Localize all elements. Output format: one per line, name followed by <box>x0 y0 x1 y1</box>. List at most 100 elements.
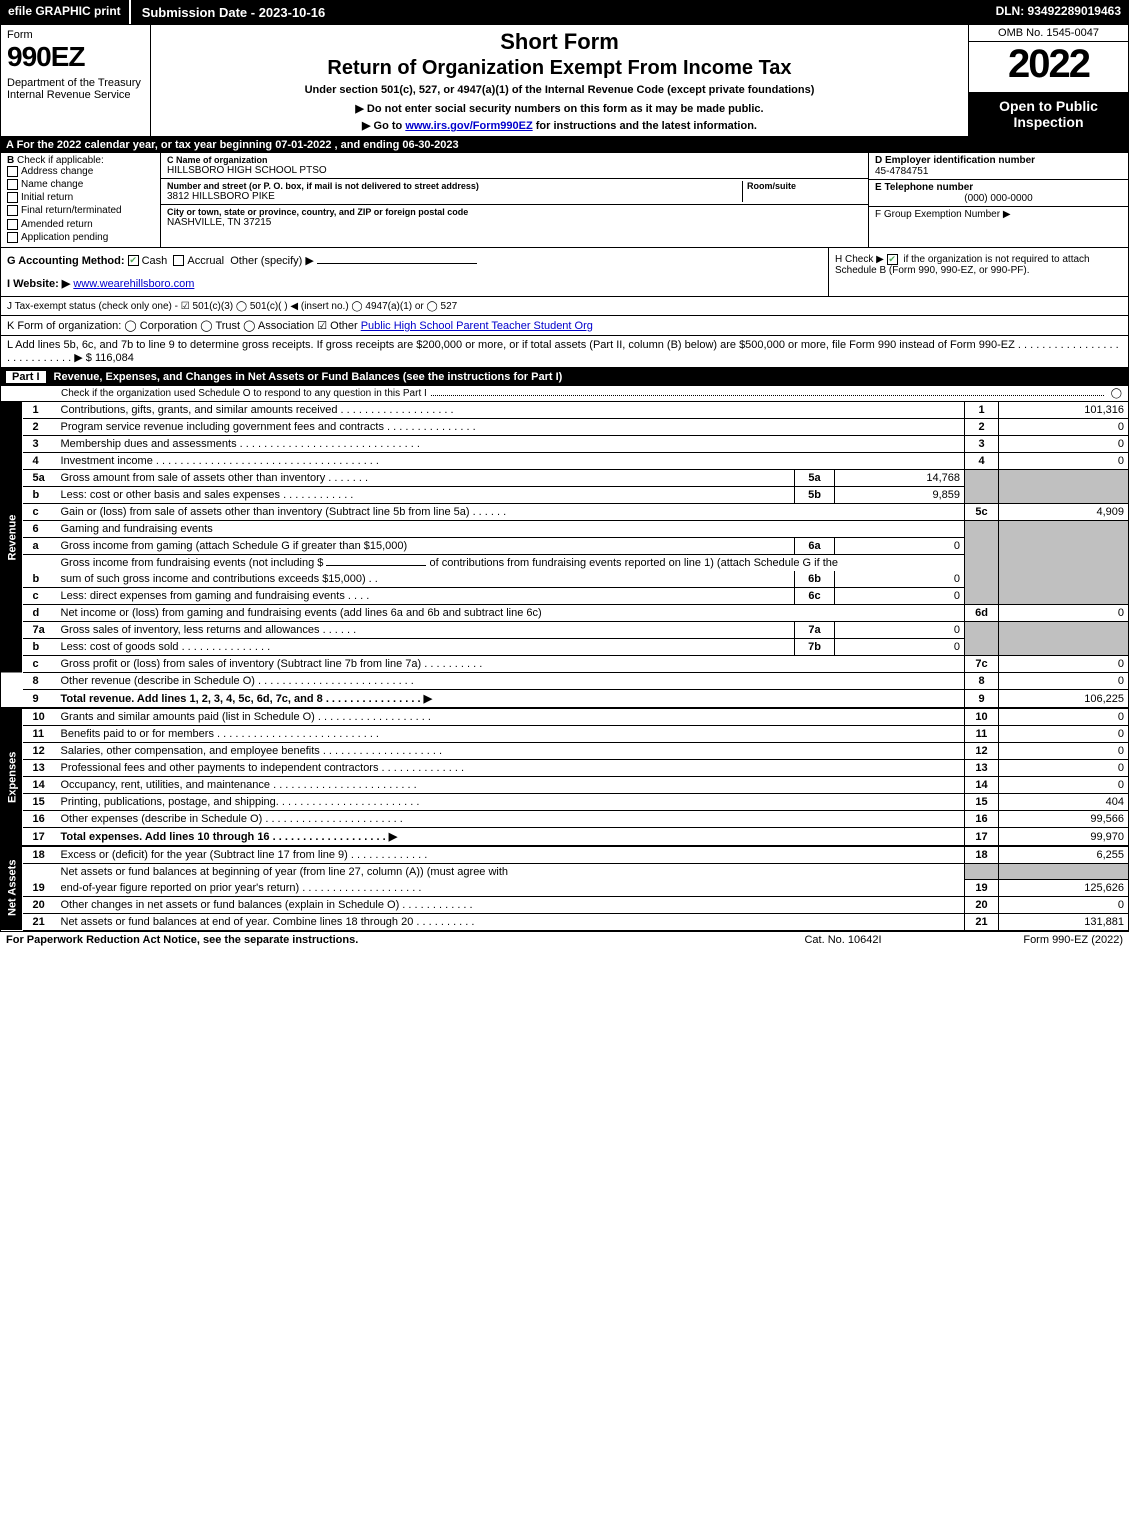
l6b-num: b <box>23 554 57 587</box>
opt-name-change: Name change <box>21 179 83 190</box>
dept-label: Department of the Treasury Internal Reve… <box>7 77 144 101</box>
other-specify-line <box>317 263 477 264</box>
header-right: OMB No. 1545-0047 2022 Open to Public In… <box>968 25 1128 136</box>
org-name: HILLSBORO HIGH SCHOOL PTSO <box>167 165 862 176</box>
l5b-num: b <box>23 486 57 503</box>
i-label: I Website: ▶ <box>7 278 70 290</box>
l15-num: 15 <box>23 793 57 810</box>
l7c-ln: 7c <box>965 655 999 672</box>
opt-final-return: Final return/terminated <box>21 206 122 217</box>
form-title: Return of Organization Exempt From Incom… <box>159 57 960 80</box>
l-text: L Add lines 5b, 6c, and 7b to line 9 to … <box>7 339 1119 364</box>
l6c-sn: 6c <box>795 587 835 604</box>
opt-cash: Cash <box>142 255 168 267</box>
chk-final-return[interactable] <box>7 205 18 216</box>
l10-num: 10 <box>23 708 57 726</box>
check-if-applicable: Check if applicable: <box>17 155 104 166</box>
l5a-desc: Gross amount from sale of assets other t… <box>57 469 795 486</box>
l7a-sv: 0 <box>835 621 965 638</box>
l12-desc: Salaries, other compensation, and employ… <box>57 742 965 759</box>
k-other-link[interactable]: Public High School Parent Teacher Studen… <box>361 320 593 332</box>
part1-header: Part I Revenue, Expenses, and Changes in… <box>0 368 1129 386</box>
l5-grey <box>965 469 999 503</box>
opt-initial-return: Initial return <box>21 192 73 203</box>
opt-application-pending: Application pending <box>21 232 108 243</box>
col-c: C Name of organization HILLSBORO HIGH SC… <box>161 153 868 247</box>
row-a-tax-year: A For the 2022 calendar year, or tax yea… <box>0 137 1129 153</box>
l16-ln: 16 <box>965 810 999 827</box>
l21-ln: 21 <box>965 914 999 931</box>
chk-accrual[interactable] <box>173 255 184 266</box>
l7b-sv: 0 <box>835 638 965 655</box>
efile-print-button[interactable]: efile GRAPHIC print <box>0 0 131 24</box>
l17-val: 99,970 <box>999 827 1129 846</box>
header-left: Form 990EZ Department of the Treasury In… <box>1 25 151 136</box>
l6-grey-amt <box>999 520 1129 604</box>
chk-schedule-b-not-required[interactable] <box>887 254 898 265</box>
l18-val: 6,255 <box>999 846 1129 864</box>
l11-ln: 11 <box>965 725 999 742</box>
irs-link[interactable]: www.irs.gov/Form990EZ <box>405 120 532 132</box>
form-number: 990EZ <box>7 41 144 73</box>
row-gh: G Accounting Method: Cash Accrual Other … <box>0 248 1129 297</box>
l7a-sn: 7a <box>795 621 835 638</box>
l6-desc: Gaming and fundraising events <box>57 520 965 537</box>
phone-value: (000) 000-0000 <box>875 193 1122 204</box>
l1-num: 1 <box>23 402 57 419</box>
netassets-vlabel: Net Assets <box>1 846 23 931</box>
ein-value: 45-4784751 <box>875 166 1122 177</box>
l15-desc: Printing, publications, postage, and shi… <box>57 793 965 810</box>
part1-check-box[interactable]: ◯ <box>1108 388 1122 399</box>
l5a-num: 5a <box>23 469 57 486</box>
l1-desc: Contributions, gifts, grants, and simila… <box>57 402 965 419</box>
chk-application-pending[interactable] <box>7 232 18 243</box>
l12-ln: 12 <box>965 742 999 759</box>
l12-val: 0 <box>999 742 1129 759</box>
revenue-vlabel: Revenue <box>1 402 23 673</box>
l6a-sv: 0 <box>835 537 965 554</box>
instr2-post: for instructions and the latest informat… <box>533 120 757 132</box>
l7b-sn: 7b <box>795 638 835 655</box>
footer-right: Form 990-EZ (2022) <box>943 934 1123 946</box>
row-k: K Form of organization: ◯ Corporation ◯ … <box>0 316 1129 336</box>
instr2-pre: ▶ Go to <box>362 120 405 132</box>
l10-val: 0 <box>999 708 1129 726</box>
l-amount: 116,084 <box>95 352 134 364</box>
l9-ln: 9 <box>965 689 999 708</box>
chk-cash[interactable] <box>128 255 139 266</box>
submission-date-button[interactable]: Submission Date - 2023-10-16 <box>131 0 337 24</box>
l15-ln: 15 <box>965 793 999 810</box>
l9-text: Total revenue. Add lines 1, 2, 3, 4, 5c,… <box>61 693 433 705</box>
part1-check-text: Check if the organization used Schedule … <box>61 388 427 399</box>
topbar-spacer <box>336 0 987 24</box>
l2-ln: 2 <box>965 418 999 435</box>
l13-num: 13 <box>23 759 57 776</box>
l18-num: 18 <box>23 846 57 864</box>
l5a-sv: 14,768 <box>835 469 965 486</box>
open-to-public: Open to Public Inspection <box>969 92 1128 136</box>
opt-other: Other (specify) ▶ <box>230 255 314 267</box>
part1-title: Revenue, Expenses, and Changes in Net As… <box>54 371 563 383</box>
l6b-d2: of contributions from fundraising events… <box>430 557 838 569</box>
l5b-sn: 5b <box>795 486 835 503</box>
l6d-desc: Net income or (loss) from gaming and fun… <box>57 604 965 621</box>
omb-number: OMB No. 1545-0047 <box>969 25 1128 42</box>
l11-num: 11 <box>23 725 57 742</box>
l10-desc: Grants and similar amounts paid (list in… <box>57 708 965 726</box>
row-h: H Check ▶ if the organization is not req… <box>828 248 1128 296</box>
l13-val: 0 <box>999 759 1129 776</box>
l20-num: 20 <box>23 897 57 914</box>
l2-val: 0 <box>999 418 1129 435</box>
org-city: NASHVILLE, TN 37215 <box>167 217 862 228</box>
l6a-sn: 6a <box>795 537 835 554</box>
chk-amended-return[interactable] <box>7 219 18 230</box>
l6b-blank <box>326 565 426 566</box>
chk-name-change[interactable] <box>7 179 18 190</box>
l14-val: 0 <box>999 776 1129 793</box>
chk-initial-return[interactable] <box>7 192 18 203</box>
chk-address-change[interactable] <box>7 166 18 177</box>
l17-ln: 17 <box>965 827 999 846</box>
website-link[interactable]: www.wearehillsboro.com <box>73 278 194 290</box>
l6b-d1: Gross income from fundraising events (no… <box>61 557 324 569</box>
lines-table: Revenue 1 Contributions, gifts, grants, … <box>0 402 1129 932</box>
